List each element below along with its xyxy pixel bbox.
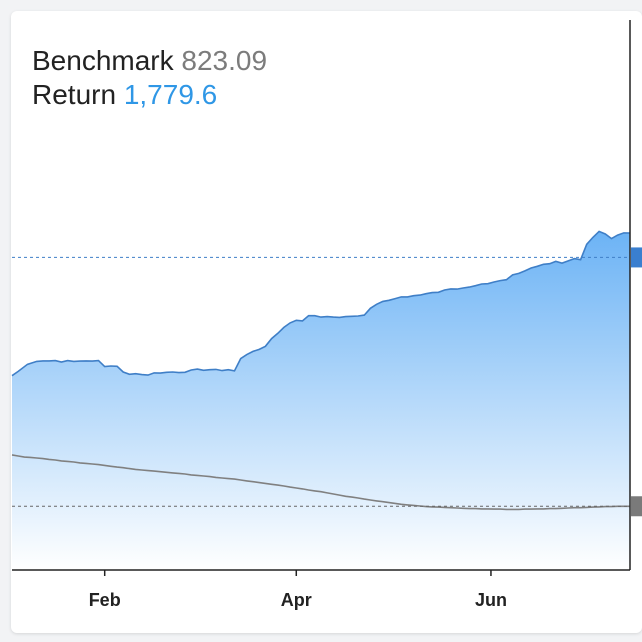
return-last-value-marker — [631, 247, 642, 268]
legend-benchmark-value: 823.09 — [181, 45, 268, 76]
legend-benchmark-label: Benchmark — [32, 45, 174, 76]
benchmark-last-value-marker — [631, 496, 642, 517]
benchmark-series-line — [11, 454, 630, 511]
legend-benchmark: Benchmark 823.09 — [32, 44, 267, 78]
chart-legend: Benchmark 823.09 Return 1,779.6 — [32, 44, 267, 112]
legend-return-value: 1,779.6 — [123, 79, 218, 110]
legend-return-label: Return — [32, 79, 117, 110]
return-series-line — [11, 230, 631, 377]
x-tick-label-feb: Feb — [89, 590, 121, 610]
x-tick-label-apr: Apr — [281, 590, 312, 610]
x-tick-label-jun: Jun — [475, 590, 507, 610]
return-area-fill — [12, 231, 630, 570]
legend-return: Return 1,779.6 — [32, 78, 267, 112]
